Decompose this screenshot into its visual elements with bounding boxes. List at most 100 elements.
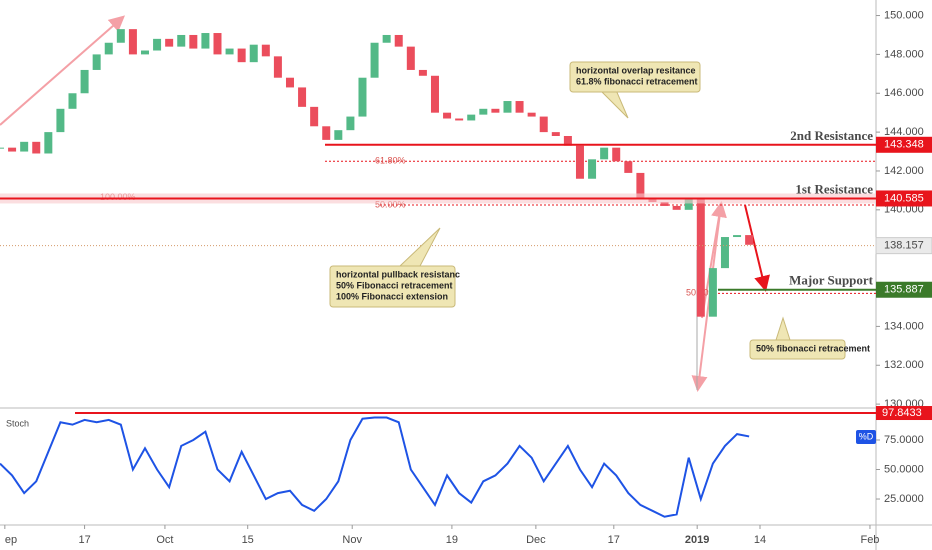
badge-label: %D (859, 431, 874, 441)
candle (237, 48, 246, 63)
candle (515, 101, 524, 113)
candle (370, 42, 379, 78)
x-tick-label: 2019 (685, 534, 709, 546)
candle (92, 54, 101, 70)
candle (310, 106, 319, 127)
price-tag-label: 143.348 (884, 139, 924, 151)
candle (588, 159, 597, 179)
candle (455, 118, 464, 121)
price-tag-label: 140.585 (884, 192, 924, 204)
y-tick-label: 142.000 (884, 165, 924, 177)
candle (32, 141, 41, 154)
candle (708, 268, 717, 317)
y-tick-label: 140.000 (884, 204, 924, 216)
fib-label: 50.00% (375, 199, 406, 209)
x-tick-label: 15 (242, 534, 254, 546)
y-tick-label: 50.0000 (884, 463, 924, 475)
candle (491, 108, 500, 113)
candle (177, 34, 186, 47)
price-tag-label: 135.887 (884, 284, 924, 296)
candle (128, 29, 137, 55)
candle (285, 77, 294, 88)
candle (80, 69, 89, 94)
level-name: 1st Resistance (795, 181, 873, 196)
candle (539, 116, 548, 133)
badge (856, 430, 876, 444)
candle (430, 75, 439, 113)
candle (201, 33, 210, 49)
callout-text: 61.8% fibonacci retracement (576, 76, 698, 86)
indicator-name: Stoch (6, 418, 29, 428)
y-tick-label: 25.0000 (884, 493, 924, 505)
candle (20, 141, 29, 152)
candle (225, 48, 234, 55)
x-tick-label: 17 (608, 534, 620, 546)
callout-text: horizontal overlap resitance (576, 65, 696, 75)
candle (382, 34, 391, 43)
candle (720, 237, 729, 269)
x-tick-label: ep (5, 534, 17, 546)
fib-label: 61.80% (375, 156, 406, 166)
candle (213, 33, 222, 55)
candle (624, 161, 633, 173)
candle (745, 235, 754, 245)
candle (261, 44, 270, 57)
trend-arrow (0, 15, 126, 126)
price-tag (876, 281, 932, 298)
candle (68, 93, 77, 109)
candle (684, 198, 693, 210)
y-tick-label: 148.000 (884, 48, 924, 60)
candle (696, 198, 705, 317)
price-tag (875, 237, 932, 255)
x-tick-label: 17 (78, 534, 90, 546)
candle (104, 42, 113, 55)
candle (249, 44, 258, 63)
candle (479, 108, 488, 115)
candle (551, 132, 560, 136)
callout-box (569, 61, 701, 93)
candle (672, 205, 681, 210)
price-tag (876, 136, 932, 153)
stoch-line (0, 416, 750, 518)
candle (636, 172, 645, 199)
candle (298, 87, 307, 107)
level-name: 2nd Resistance (790, 128, 873, 143)
y-tick-label: 75.0000 (884, 434, 924, 446)
candle (443, 112, 452, 119)
candle (527, 112, 536, 117)
candle (612, 147, 621, 162)
price-tag-label: 138.157 (884, 240, 924, 252)
x-tick-label: Feb (860, 534, 879, 546)
y-tick-label: 134.000 (884, 320, 924, 332)
callout-text: 50% Fibonacci retracement (336, 280, 453, 290)
callout-box (749, 339, 846, 360)
y-tick-label: 146.000 (884, 87, 924, 99)
x-tick-label: Nov (342, 534, 362, 546)
candle (406, 46, 415, 70)
x-tick-label: 14 (754, 534, 766, 546)
y-tick-label: 144.000 (884, 126, 924, 138)
candle (44, 132, 53, 154)
candle (358, 77, 367, 117)
candle (503, 101, 512, 113)
candle (273, 56, 282, 78)
candle (660, 202, 669, 206)
candle (733, 235, 742, 238)
price-tag (876, 190, 932, 207)
candle (346, 116, 355, 131)
callout-text: horizontal pullback resistanc (336, 269, 460, 279)
price-tag-label: 97.8433 (882, 407, 922, 419)
candle (165, 38, 174, 47)
candle (334, 130, 343, 140)
candle (467, 114, 476, 121)
candle (116, 29, 125, 43)
candle (575, 145, 584, 179)
candle (600, 147, 609, 160)
candle (153, 38, 162, 51)
callout-box (329, 265, 456, 308)
level-name: Major Support (789, 273, 874, 288)
candle (0, 147, 4, 149)
y-tick-label: 132.000 (884, 359, 924, 371)
